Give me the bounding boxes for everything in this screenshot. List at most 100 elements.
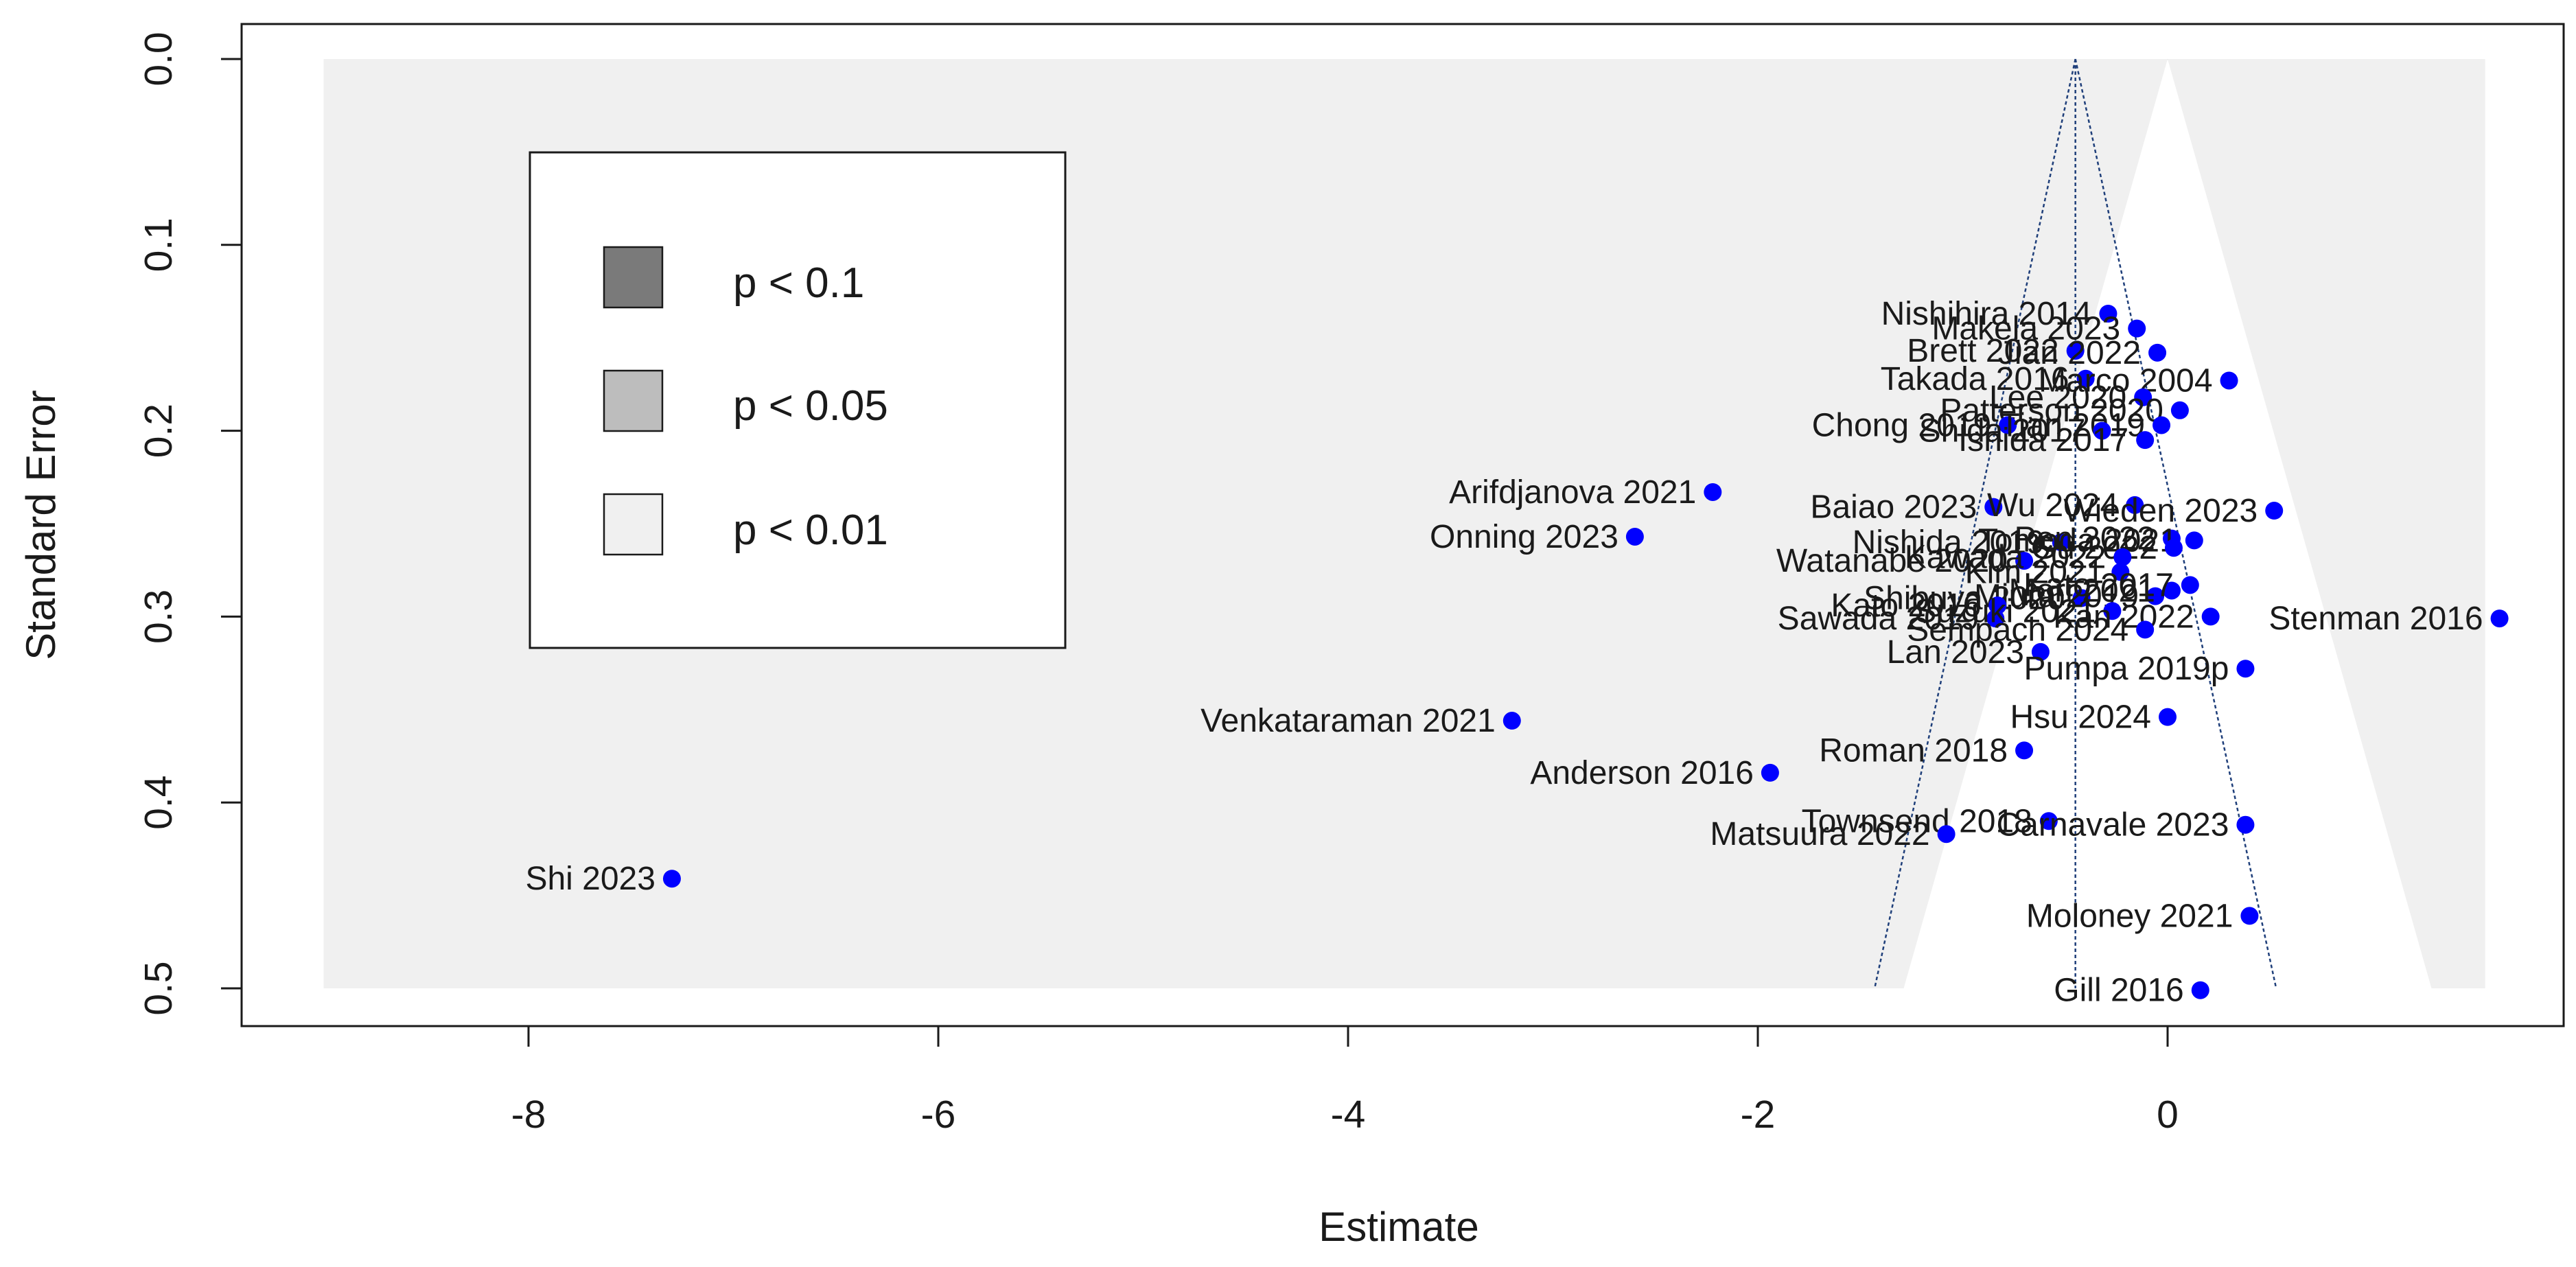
data-point [2185, 531, 2203, 550]
data-point [2490, 609, 2509, 628]
y-tick-label: 0.4 [137, 776, 181, 830]
point-label: Gill 2016 [2054, 973, 2183, 1009]
data-point [2181, 576, 2199, 594]
data-point [2134, 388, 2153, 406]
point-label: Baiao 2023 [1810, 489, 1977, 526]
data-point [2039, 812, 2058, 830]
data-point [2015, 552, 2034, 570]
x-axis-title: Estimate [1319, 1204, 1478, 1250]
data-point [1502, 712, 1521, 730]
data-point [2170, 401, 2189, 419]
point-label: Shi 2023 [525, 861, 655, 897]
x-tick-label: -8 [511, 1093, 546, 1137]
legend-swatch-p005 [603, 369, 664, 432]
point-label: Anderson 2016 [1530, 755, 1754, 791]
point-label: Arifdjanova 2021 [1449, 474, 1696, 511]
point-label: Pen 2022 [2014, 521, 2155, 557]
legend-swatch-p010 [603, 246, 664, 309]
data-point [2126, 496, 2144, 514]
data-point [2015, 741, 2034, 760]
data-point [1704, 483, 1722, 501]
point-label: Brett 2022 [1907, 333, 2058, 369]
data-point [1999, 416, 2017, 434]
data-point [2136, 620, 2155, 639]
data-point [2240, 907, 2259, 925]
point-label: Matsuura 2022 [1710, 816, 1929, 852]
point-label: Venkataraman 2021 [1200, 703, 1496, 739]
point-label: Makela 2023 [1931, 311, 2120, 347]
data-point [1625, 527, 1644, 546]
data-point [1937, 825, 1956, 844]
x-tick-label: 0 [2157, 1093, 2179, 1137]
legend-swatch-p001 [603, 493, 664, 556]
data-point [2111, 563, 2130, 581]
data-point [2128, 319, 2146, 338]
data-point [2153, 416, 2171, 434]
pooled-funnel-left-line [1873, 58, 2076, 989]
point-label: Takada 2016 [1881, 361, 2069, 397]
data-point [2103, 602, 2122, 620]
x-tick-label: -6 [921, 1093, 956, 1137]
point-label: Kato 2016 [1831, 588, 1981, 624]
y-tick-label: 0.1 [137, 218, 181, 272]
point-label: Townsend 2018 [1802, 803, 2032, 839]
pooled-estimate-funnel [1873, 58, 2277, 989]
point-label: Sempach 2024 [1907, 612, 2128, 648]
point-label: Shida 2017 [1919, 413, 2086, 450]
point-label: Kan 2022 [2053, 598, 2194, 635]
y-tick-label: 0.2 [137, 404, 181, 458]
x-axis: -8 -6 -4 -2 0 [511, 1025, 2179, 1137]
data-point [2099, 304, 2117, 323]
data-point [2113, 548, 2132, 566]
point-label: Onning 2023 [1430, 519, 1618, 555]
data-point [2164, 539, 2183, 557]
point-label: Wu 2024 [1987, 487, 2118, 524]
point-label: Jian 2022 [1998, 335, 2141, 371]
legend: p < 0.1 p < 0.05 p < 0.01 [529, 151, 1067, 649]
point-label: Lan 2023 [1887, 634, 2024, 671]
point-label: Patterson 2020 [1940, 393, 2163, 429]
data-point [2093, 421, 2111, 440]
x-tick-label: -2 [1741, 1093, 1776, 1137]
y-tick-label: 0.5 [137, 961, 181, 1015]
point-label: Carnavale 2023 [1997, 807, 2229, 844]
legend-label-p001: p < 0.01 [733, 507, 888, 554]
point-label: Chong 2019 [1812, 407, 1992, 443]
y-axis: 0.0 0.1 0.2 0.3 0.4 0.5 [137, 32, 243, 1016]
point-label: Gu 2022 [2031, 530, 2157, 566]
data-point [2265, 502, 2284, 520]
data-point [2072, 589, 2091, 607]
data-point [2236, 815, 2255, 834]
point-label: Lee 2020 [1989, 380, 2126, 416]
y-tick-label: 0.0 [137, 32, 181, 86]
point-label: Tian 2019 [1999, 407, 2145, 443]
point-label: Sawada 2019 [1778, 601, 1980, 637]
point-label: Roman 2018 [1819, 732, 2008, 769]
data-point [2191, 981, 2209, 999]
pooled-funnel-right-line [2074, 58, 2277, 989]
data-point [2146, 587, 2165, 605]
point-label: Pumpa 2019p [2024, 651, 2229, 687]
point-label: Nishida 2019 [1853, 524, 2045, 561]
data-point [2076, 369, 2095, 388]
data-point [2159, 708, 2177, 726]
point-label: Moloney 2021 [2026, 898, 2233, 934]
point-label: Wieden 2023 [2063, 493, 2258, 529]
data-point [2201, 607, 2220, 626]
data-point [1984, 498, 2003, 516]
point-label: Nishihira 2014 [1881, 296, 2092, 332]
y-axis-title: Standard Error [18, 390, 64, 660]
point-label: Kim 2021 [1965, 554, 2104, 590]
point-label: Marco 2004 [2039, 362, 2212, 399]
legend-label-p005: p < 0.05 [733, 382, 888, 430]
x-tick-label: -4 [1331, 1093, 1366, 1137]
point-label: Mori 2021 [2009, 572, 2155, 609]
y-tick-label: 0.3 [137, 590, 181, 644]
point-label: Tomoda 2021 [1978, 522, 2178, 559]
data-point [662, 870, 681, 888]
point-label: Watanabe 2020 [1776, 543, 2008, 579]
data-point [2148, 343, 2167, 362]
data-point [2236, 660, 2255, 678]
data-point [2052, 533, 2070, 552]
